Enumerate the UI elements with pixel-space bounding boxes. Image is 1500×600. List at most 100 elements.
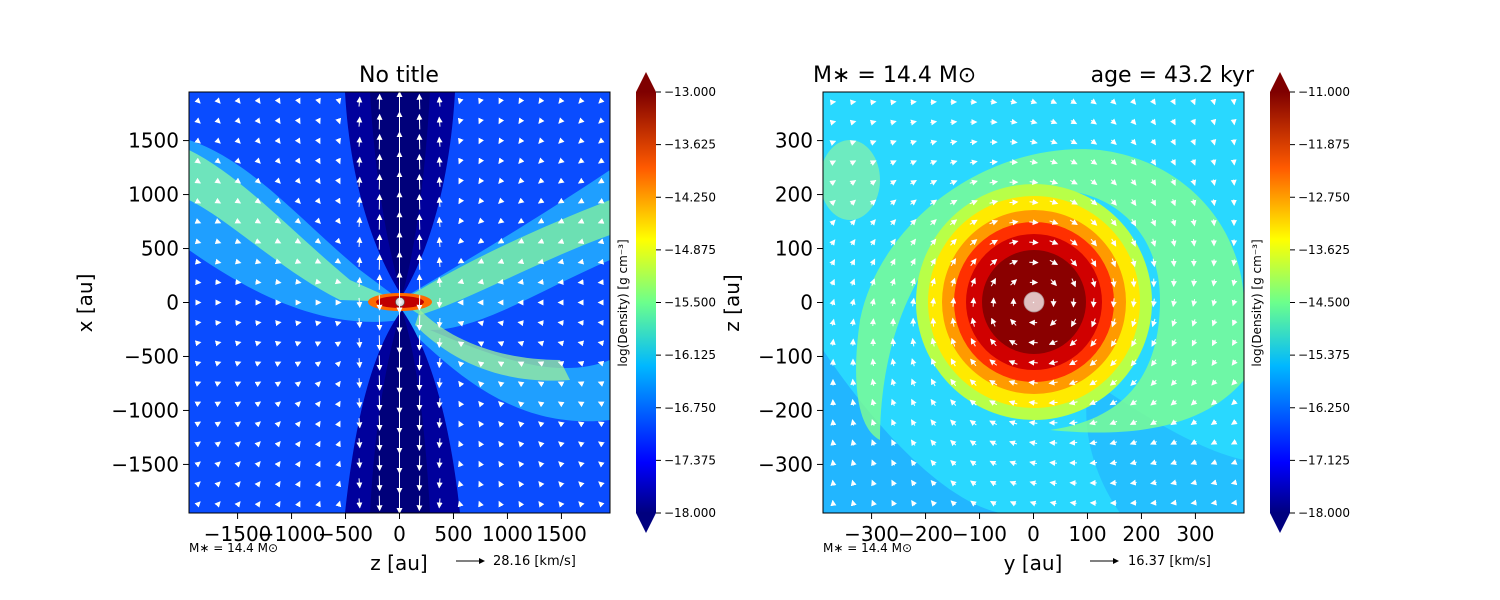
velocity-arrow [889, 219, 897, 226]
velocity-arrow [1170, 479, 1177, 486]
velocity-arrow [538, 481, 545, 488]
velocity-arrow [498, 137, 505, 145]
velocity-arrow [314, 341, 322, 347]
velocity-arrow [597, 238, 605, 245]
velocity-arrow [254, 361, 262, 367]
velocity-arrow [234, 401, 242, 408]
velocity-arrow [478, 117, 484, 125]
velocity-arrow [1049, 219, 1059, 225]
velocity-arrow [1010, 318, 1017, 326]
velocity-arrow [356, 297, 363, 309]
velocity-arrow [274, 440, 281, 448]
velocity-arrow [1130, 179, 1137, 186]
velocity-arrow [356, 136, 363, 147]
velocity-arrow [910, 358, 917, 367]
velocity-arrow [1129, 439, 1137, 446]
velocity-arrow [1110, 98, 1117, 105]
velocity-arrow [294, 117, 301, 125]
velocity-arrow [294, 237, 302, 244]
velocity-arrow [457, 500, 464, 508]
velocity-arrow [1211, 339, 1218, 347]
velocity-arrow [1150, 118, 1156, 126]
velocity-arrow [1068, 379, 1078, 386]
velocity-arrow [850, 459, 857, 467]
velocity-arrow [1230, 418, 1238, 425]
velocity-arrow [497, 361, 505, 368]
velocity-arrow [830, 479, 837, 487]
velocity-arrow [849, 298, 856, 306]
velocity-arrow [1029, 500, 1037, 507]
velocity-arrow [314, 420, 321, 428]
velocity-arrow [910, 219, 917, 226]
velocity-arrow [1070, 118, 1078, 125]
velocity-arrow [909, 277, 916, 287]
velocity-arrow [1090, 138, 1098, 145]
velocity-arrow [1069, 219, 1078, 226]
velocity-arrow [335, 177, 341, 185]
velocity-arrow [889, 297, 896, 307]
velocity-arrow [1049, 259, 1059, 265]
velocity-arrow [356, 418, 363, 429]
velocity-arrow [538, 137, 545, 144]
velocity-arrow [1110, 199, 1117, 206]
velocity-arrow [989, 338, 997, 347]
velocity-arrow [1090, 98, 1097, 105]
velocity-arrow [1150, 238, 1157, 247]
velocity-arrow [930, 358, 937, 367]
velocity-arrow [294, 460, 301, 468]
velocity-arrow [849, 180, 857, 186]
velocity-arrow [335, 117, 342, 125]
velocity-arrow [1050, 118, 1058, 125]
velocity-arrow [1109, 399, 1118, 406]
colorbar-tick-label: −13.000 [664, 85, 716, 99]
velocity-arrow [930, 139, 938, 146]
velocity-arrow [1170, 439, 1177, 445]
velocity-arrow [849, 278, 856, 286]
velocity-arrow [1210, 459, 1218, 465]
velocity-arrow [1231, 359, 1238, 366]
velocity-arrow [869, 199, 877, 206]
velocity-arrow [234, 117, 241, 124]
velocity-arrow [1069, 439, 1078, 446]
velocity-arrow [1111, 318, 1117, 328]
velocity-arrow [537, 381, 545, 388]
right-x-ticks: −300 −200 −100 0 100 200 300 [844, 513, 1215, 546]
colorbar-tick-label: −17.375 [664, 453, 716, 467]
velocity-arrow [849, 199, 857, 206]
velocity-arrow [254, 197, 262, 204]
velocity-arrow [1190, 138, 1196, 146]
velocity-arrow [274, 97, 281, 105]
velocity-arrow [849, 219, 856, 226]
velocity-arrow [989, 420, 997, 427]
velocity-arrow [436, 358, 443, 369]
left-y-ticks: −1500 −1000 −500 0 500 1000 1500 [111, 129, 189, 476]
velocity-arrow [1009, 460, 1017, 467]
velocity-arrow [1190, 419, 1198, 426]
y-tick-label: −300 [758, 452, 813, 476]
velocity-arrow [1149, 459, 1157, 466]
velocity-arrow [1030, 138, 1038, 145]
velocity-arrow [1150, 399, 1157, 406]
velocity-arrow [436, 337, 443, 349]
velocity-arrow [1190, 479, 1198, 486]
velocity-arrow [356, 236, 363, 247]
velocity-arrow [1049, 480, 1057, 487]
velocity-arrow [458, 157, 464, 165]
velocity-arrow [234, 197, 242, 204]
velocity-arrow [598, 117, 605, 124]
velocity-arrow [334, 400, 341, 408]
velocity-arrow [829, 160, 837, 166]
velocity-arrow [457, 320, 465, 327]
left-colorbar-gradient [636, 92, 656, 513]
velocity-arrow [930, 479, 937, 487]
velocity-arrow [274, 401, 282, 408]
velocity-arrow [436, 136, 443, 147]
velocity-arrow [234, 137, 241, 144]
velocity-arrow [1170, 179, 1176, 187]
velocity-arrow [214, 218, 222, 224]
velocity-arrow [1010, 98, 1018, 105]
velocity-arrow [294, 177, 301, 185]
velocity-arrow [1211, 279, 1218, 287]
velocity-arrow [497, 258, 505, 264]
velocity-arrow [557, 238, 565, 244]
